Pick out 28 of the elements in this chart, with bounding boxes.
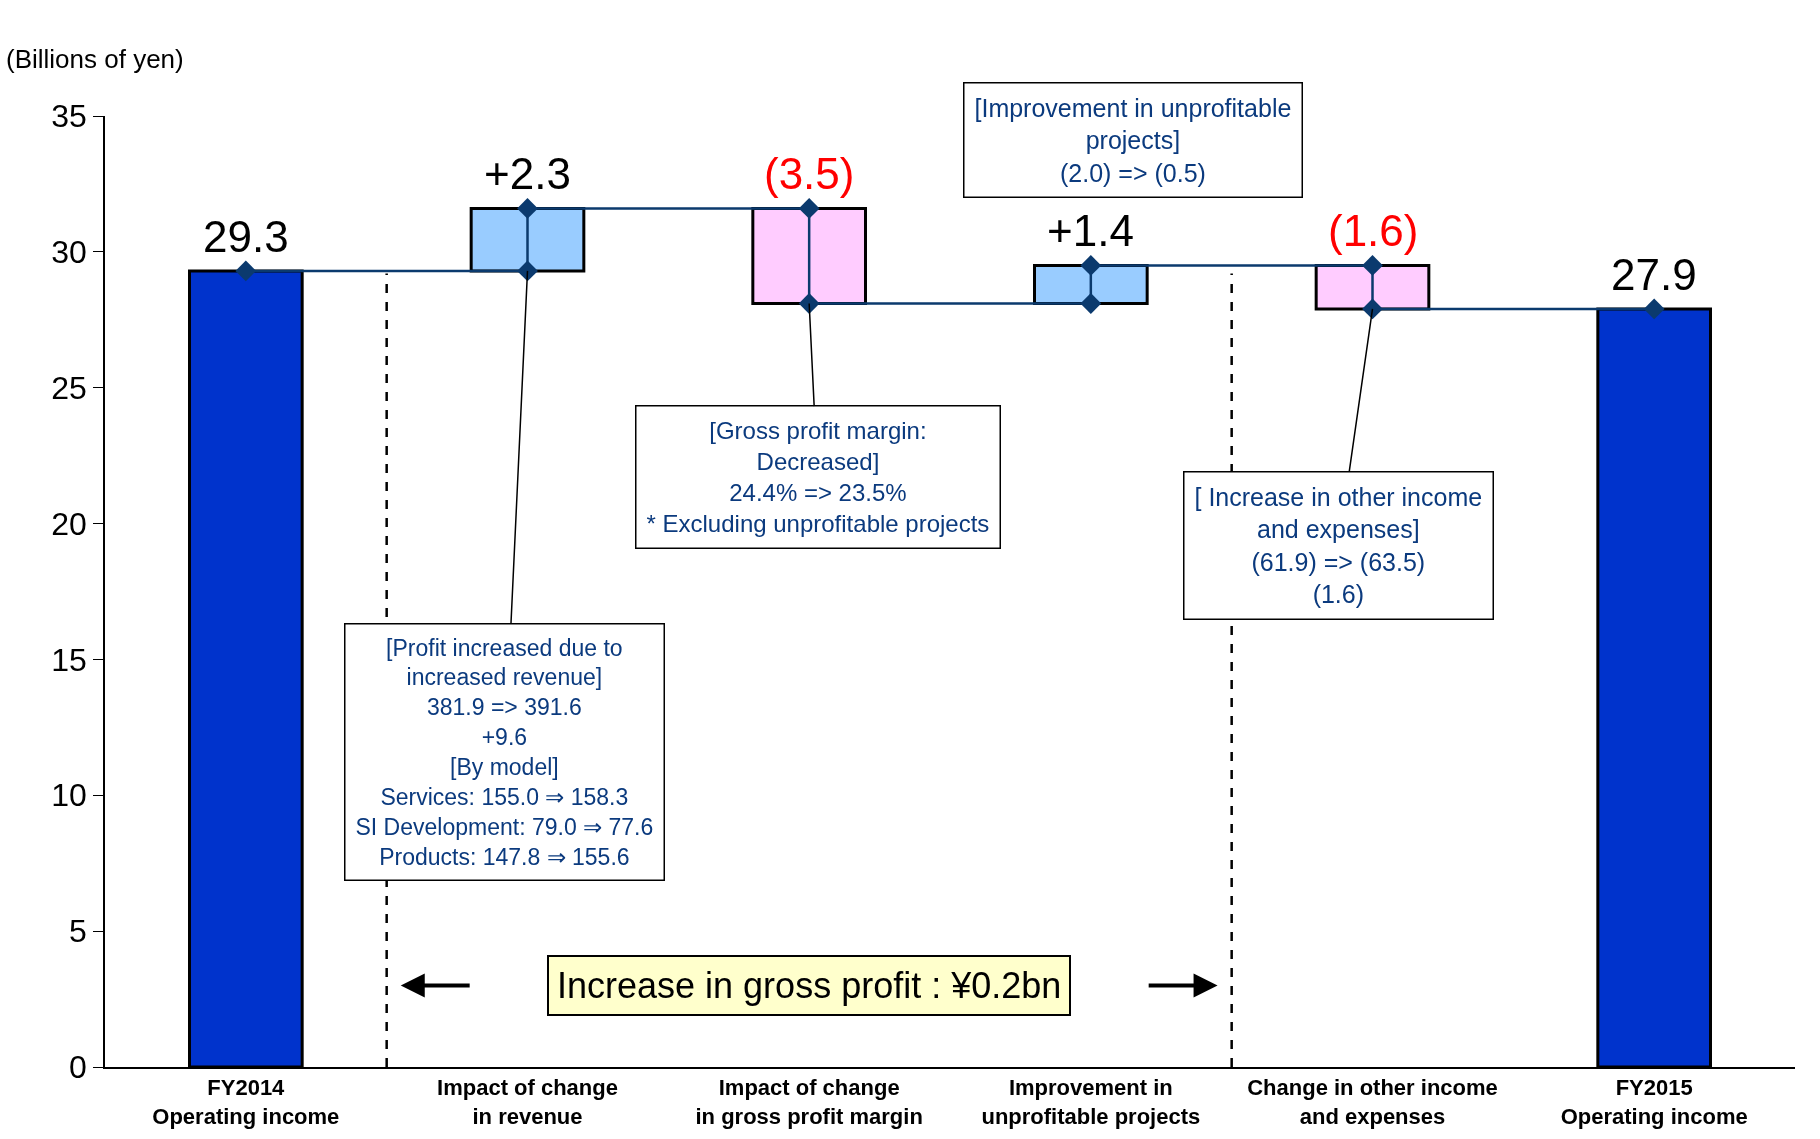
annotation: [Improvement in unprofitable projects] (2.0) => (0.5)	[974, 93, 1292, 187]
x-tick-label: FY2014 Operating income	[152, 1075, 340, 1129]
band-label: Increase in gross profit : ¥0.2bn	[557, 965, 1062, 1006]
y-tick-label: 20	[51, 505, 87, 542]
y-tick-label: 0	[69, 1049, 87, 1086]
annotation: [ Increase in other income and expenses] (61.9) => (63.5) (1.6)	[1194, 482, 1483, 608]
x-tick-label: Impact of change in gross profit margin	[695, 1075, 923, 1129]
data-label: (1.6)	[1328, 206, 1419, 255]
x-tick-label: Improvement in unprofitable projects	[981, 1075, 1201, 1129]
data-label: (3.5)	[764, 149, 855, 198]
bar	[469, 206, 586, 273]
y-tick-label: 10	[51, 777, 87, 814]
annotation: [Gross profit margin: Decreased] 24.4% => 23.5% * Excluding unprofitable projects	[646, 416, 990, 538]
x-tick-label: Change in other income and expenses	[1247, 1075, 1498, 1129]
bar	[751, 206, 867, 305]
y-tick-label: 5	[69, 913, 87, 950]
data-label: +2.3	[484, 149, 571, 198]
data-label: 29.3	[203, 212, 289, 261]
y-axis-title: (Billions of yen)	[6, 44, 184, 74]
x-tick-label: Impact of change in revenue	[437, 1075, 618, 1129]
annotation: [Profit increased due to increased revenue] 381.9 => 391.6 +9.6 [By model] Services: 155.0 ⇒ 158.3 SI Development: 79.0 ⇒ 77.6 Products: 147.8 ⇒ 155.6	[355, 634, 654, 870]
y-tick-label: 15	[51, 641, 87, 678]
y-tick-label: 35	[51, 98, 87, 135]
data-label: 27.9	[1611, 250, 1697, 299]
y-tick-label: 25	[51, 369, 87, 406]
x-tick-label: FY2015 Operating income	[1560, 1075, 1748, 1129]
y-tick-label: 30	[51, 234, 87, 271]
data-label: +1.4	[1047, 206, 1134, 255]
